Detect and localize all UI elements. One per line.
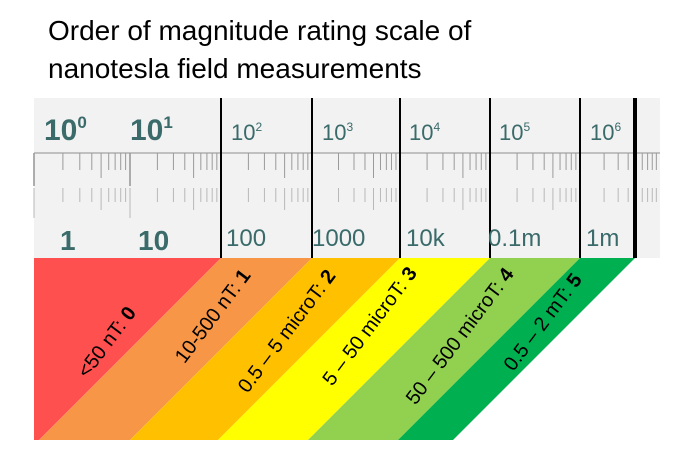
rating-band-3 [218, 258, 490, 440]
linear-label-1m: 1m [586, 225, 619, 252]
linear-labels: 1 10 100 1000 10k 0.1m 1m [60, 225, 619, 256]
title-line-1: Order of magnitude rating scale of [48, 15, 472, 46]
exponent-label-1e6: 106 [590, 120, 621, 145]
exponent-label-1e4: 104 [409, 120, 440, 145]
exponent-labels: 100 101 102 103 104 105 106 [44, 113, 621, 147]
decade-dividers [220, 98, 637, 258]
rating-band-5 [398, 258, 635, 440]
exponent-label-1e2: 102 [231, 120, 262, 145]
linear-label-10k: 10k [406, 225, 446, 252]
rating-band-4 [308, 258, 580, 440]
exponent-label-1e3: 103 [322, 120, 353, 145]
exponent-label-1e1: 101 [130, 113, 173, 147]
linear-label-100: 100 [226, 225, 266, 252]
figure-title: Order of magnitude rating scale of nanot… [48, 12, 668, 88]
linear-label-0-1m: 0.1m [488, 225, 541, 252]
linear-label-10: 10 [138, 225, 169, 256]
rating-band-2 [130, 258, 400, 440]
rating-band-1 [39, 258, 312, 440]
ruler-background [34, 98, 660, 258]
linear-label-1: 1 [60, 225, 76, 256]
linear-label-1000: 1000 [312, 225, 365, 252]
title-line-2: nanotesla field measurements [48, 53, 422, 84]
rating-band-0 [34, 258, 221, 440]
exponent-label-1e0: 100 [44, 113, 87, 147]
exponent-label-1e5: 105 [499, 120, 530, 145]
rating-bands [34, 258, 635, 440]
